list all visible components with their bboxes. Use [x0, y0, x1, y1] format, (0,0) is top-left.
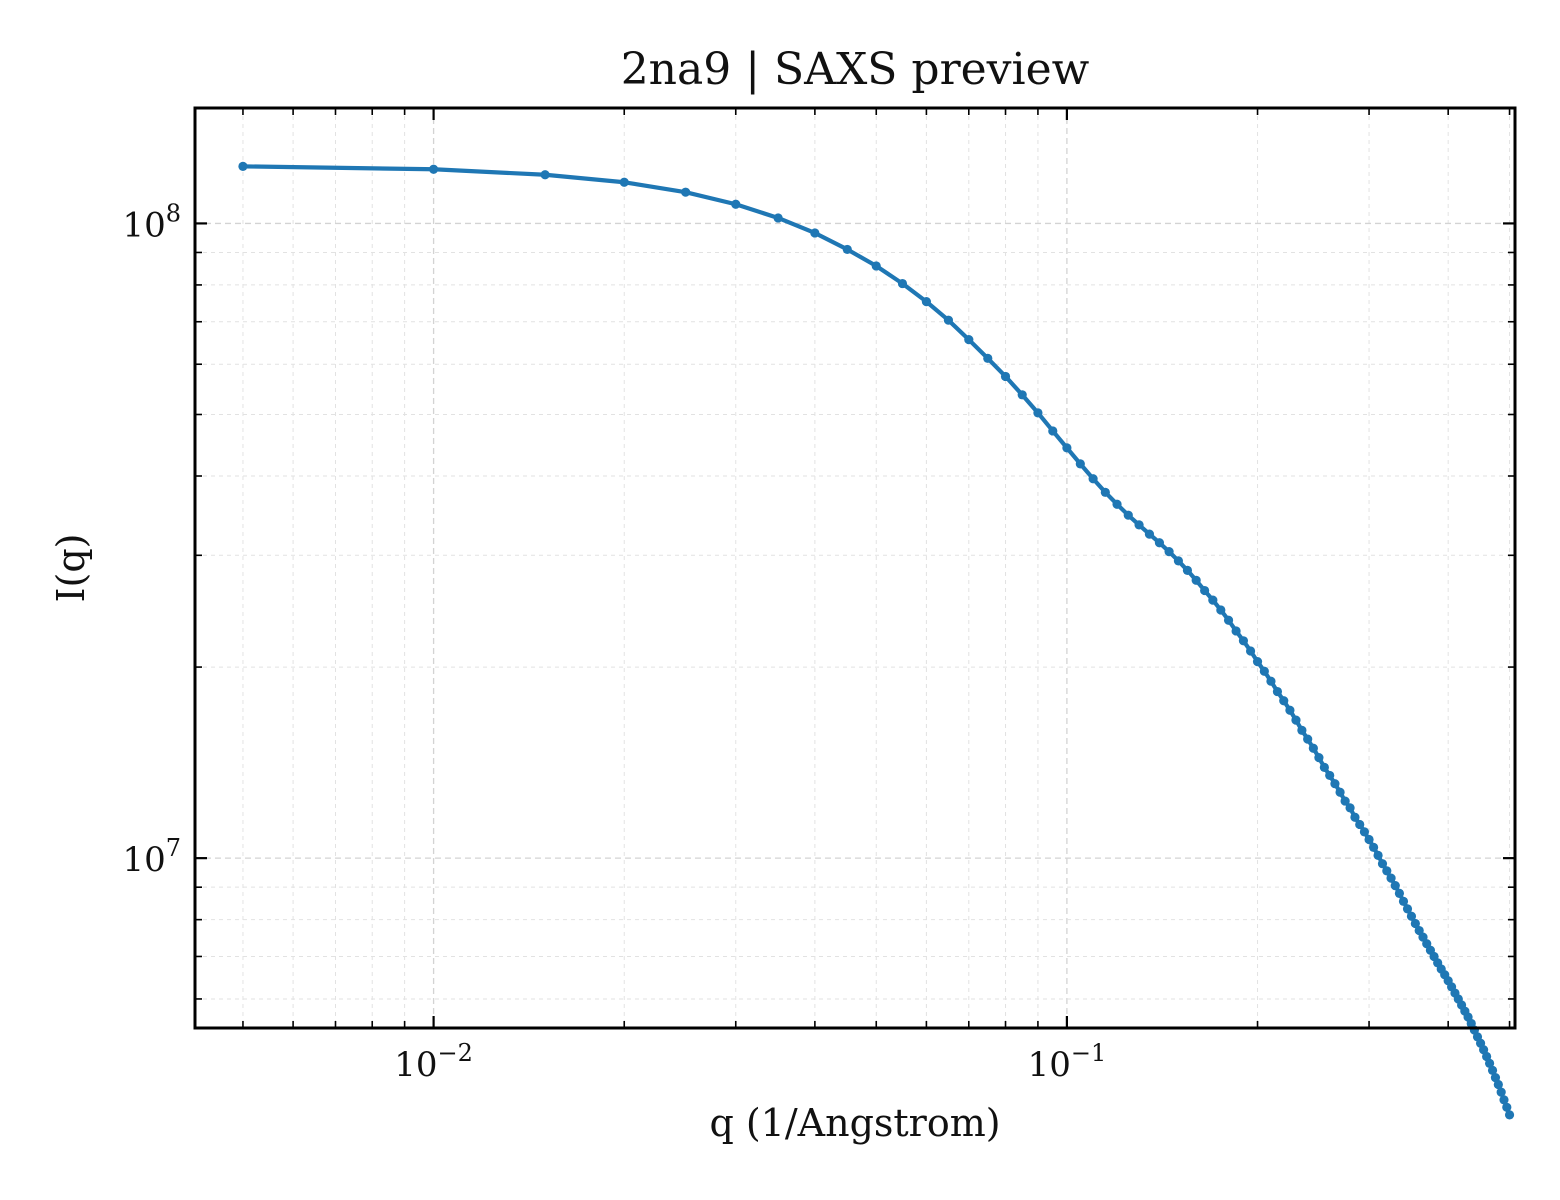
data-point [964, 335, 974, 345]
data-point [1308, 743, 1318, 753]
data-point [773, 213, 783, 223]
data-point [1386, 873, 1396, 883]
data-point [1000, 371, 1011, 382]
data-point [1208, 595, 1218, 605]
data-point [1493, 1079, 1503, 1090]
data-point [619, 177, 629, 187]
data-point [1231, 626, 1241, 636]
y-tick-label: 107 [122, 834, 181, 880]
data-point [1382, 866, 1392, 876]
data-point [1297, 725, 1307, 735]
data-point [921, 297, 932, 307]
x-tick-label: 10−1 [1028, 1039, 1107, 1085]
data-point [1314, 753, 1324, 763]
data-point [1504, 1110, 1515, 1120]
axis-ticks [195, 108, 1515, 1028]
data-point [1319, 762, 1329, 772]
data-point [1134, 520, 1144, 530]
data-point [1062, 443, 1072, 453]
data-point [1048, 426, 1058, 436]
data-series [238, 161, 1515, 1120]
data-point [1330, 779, 1340, 789]
plot-frame [193, 106, 1517, 1030]
data-point [1154, 538, 1165, 548]
x-axis-label: q (1/Angstrom) [709, 1101, 1000, 1145]
data-point [1345, 803, 1355, 813]
data-point [1398, 896, 1409, 906]
data-point [871, 261, 881, 271]
data-point [1173, 556, 1184, 566]
data-point [1259, 666, 1269, 676]
data-point [1373, 850, 1383, 861]
data-point [1200, 585, 1210, 596]
data-point [1191, 575, 1201, 585]
data-point [1350, 812, 1360, 822]
data-point [1340, 796, 1350, 806]
data-point [983, 353, 993, 363]
data-point [1364, 834, 1374, 845]
data-point [1502, 1102, 1512, 1112]
data-point [731, 199, 741, 209]
data-point [1182, 565, 1193, 576]
y-tick-label: 108 [122, 199, 181, 245]
data-point [1123, 510, 1133, 520]
data-point [1482, 1051, 1492, 1062]
data-point [1394, 888, 1405, 898]
data-point [1075, 459, 1085, 469]
data-point [1285, 705, 1295, 715]
data-point [1266, 676, 1276, 686]
data-point [1496, 1087, 1506, 1097]
data-point [842, 244, 852, 255]
data-point [1238, 636, 1249, 646]
data-point [681, 187, 691, 197]
data-point [1355, 819, 1365, 830]
data-point [1279, 696, 1289, 706]
data-point [1406, 911, 1417, 921]
data-point [897, 278, 908, 289]
data-point [1088, 474, 1098, 484]
x-tick-label: 10−2 [394, 1039, 473, 1085]
data-point [1377, 859, 1388, 869]
data-point [1272, 686, 1283, 697]
data-point [943, 315, 954, 325]
data-point [1390, 881, 1400, 891]
data-point [1252, 657, 1263, 667]
data-point [1499, 1095, 1509, 1105]
data-point [1359, 827, 1370, 837]
data-point [429, 164, 439, 174]
data-point [1100, 487, 1110, 497]
y-axis-label: I(q) [49, 534, 93, 603]
data-point [1418, 932, 1428, 942]
chart-title: 2na9 | SAXS preview [621, 44, 1090, 95]
data-point [1291, 715, 1301, 725]
data-point [1484, 1058, 1495, 1068]
data-point [1144, 529, 1155, 539]
data-point [238, 161, 248, 171]
tick-labels: 10−2 10−1 107 108 [122, 199, 1106, 1085]
data-point [1112, 499, 1122, 509]
data-point [1017, 390, 1027, 400]
data-point [1164, 547, 1174, 557]
data-point [1033, 408, 1043, 418]
data-point [1402, 904, 1413, 914]
data-point [1487, 1065, 1498, 1076]
data-point [1410, 918, 1420, 929]
data-point [1245, 646, 1256, 656]
data-point [1369, 842, 1379, 852]
data-point [1325, 770, 1335, 781]
data-point [810, 228, 820, 238]
data-point [1335, 787, 1345, 797]
data-point [540, 170, 550, 180]
data-point [1303, 734, 1313, 744]
grid [195, 108, 1515, 1028]
data-point [1223, 615, 1234, 625]
data-point [1216, 605, 1226, 615]
